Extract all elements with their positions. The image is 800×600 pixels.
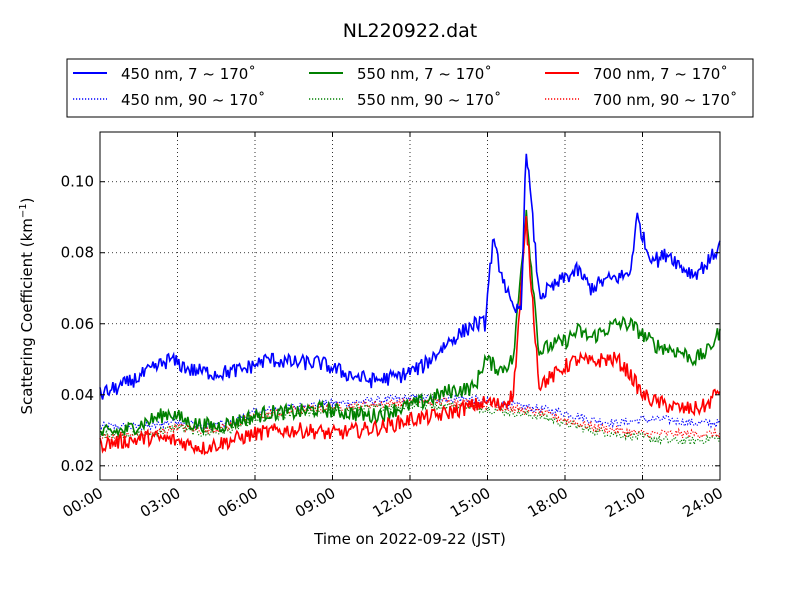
legend-label: 550 nm, 90 ~ 170˚ [357,91,501,109]
series-line-1 [99,209,721,439]
y-axis: 0.02 0.04 0.06 0.08 0.10 [61,173,720,475]
y-axis-label-main: Scattering Coefficient (km [18,218,36,414]
y-tick-label: 0.10 [61,173,94,191]
y-axis-label-superscript: −1 [18,203,29,218]
series-line-2 [99,215,721,456]
legend-label: 700 nm, 7 ~ 170˚ [593,65,728,83]
chart-title: NL220922.dat [343,20,478,42]
y-axis-label-close: ) [18,197,36,203]
series-line-0 [99,153,721,400]
y-tick-label: 0.08 [61,244,94,262]
y-tick-label: 0.06 [61,315,94,333]
legend-box [66,58,754,118]
legend-label: 450 nm, 7 ~ 170˚ [121,65,256,83]
legend-label: 550 nm, 7 ~ 170˚ [357,65,492,83]
y-tick-label: 0.04 [61,386,94,404]
series-layer [99,153,721,456]
y-axis-label: Scattering Coefficient (km−1) [18,197,36,414]
legend-label: 700 nm, 90 ~ 170˚ [593,91,737,109]
legend-label: 450 nm, 90 ~ 170˚ [121,91,265,109]
y-tick-label: 0.02 [61,457,94,475]
x-axis-label: Time on 2022-09-22 (JST) [313,530,506,548]
legend: 450 nm, 7 ~ 170˚ 550 nm, 7 ~ 170˚ 700 nm, … [66,58,754,118]
series-line-4 [99,400,721,446]
